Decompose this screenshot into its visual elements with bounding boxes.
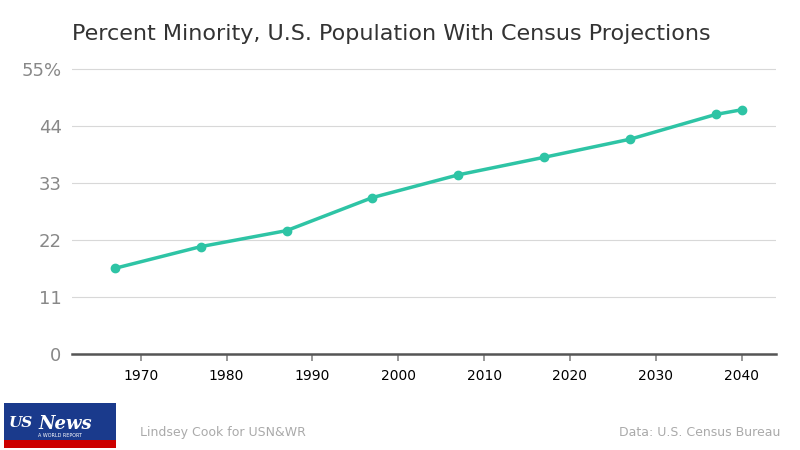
Text: Lindsey Cook for USN&WR: Lindsey Cook for USN&WR [140,426,306,439]
Text: Data: U.S. Census Bureau: Data: U.S. Census Bureau [618,426,780,439]
Bar [4,403,116,440]
Text: News: News [38,415,93,433]
Text: A WORLD REPORT: A WORLD REPORT [38,433,82,438]
Text: US: US [9,416,33,430]
Text: Percent Minority, U.S. Population With Census Projections: Percent Minority, U.S. Population With C… [72,24,710,44]
Bar [4,440,116,448]
